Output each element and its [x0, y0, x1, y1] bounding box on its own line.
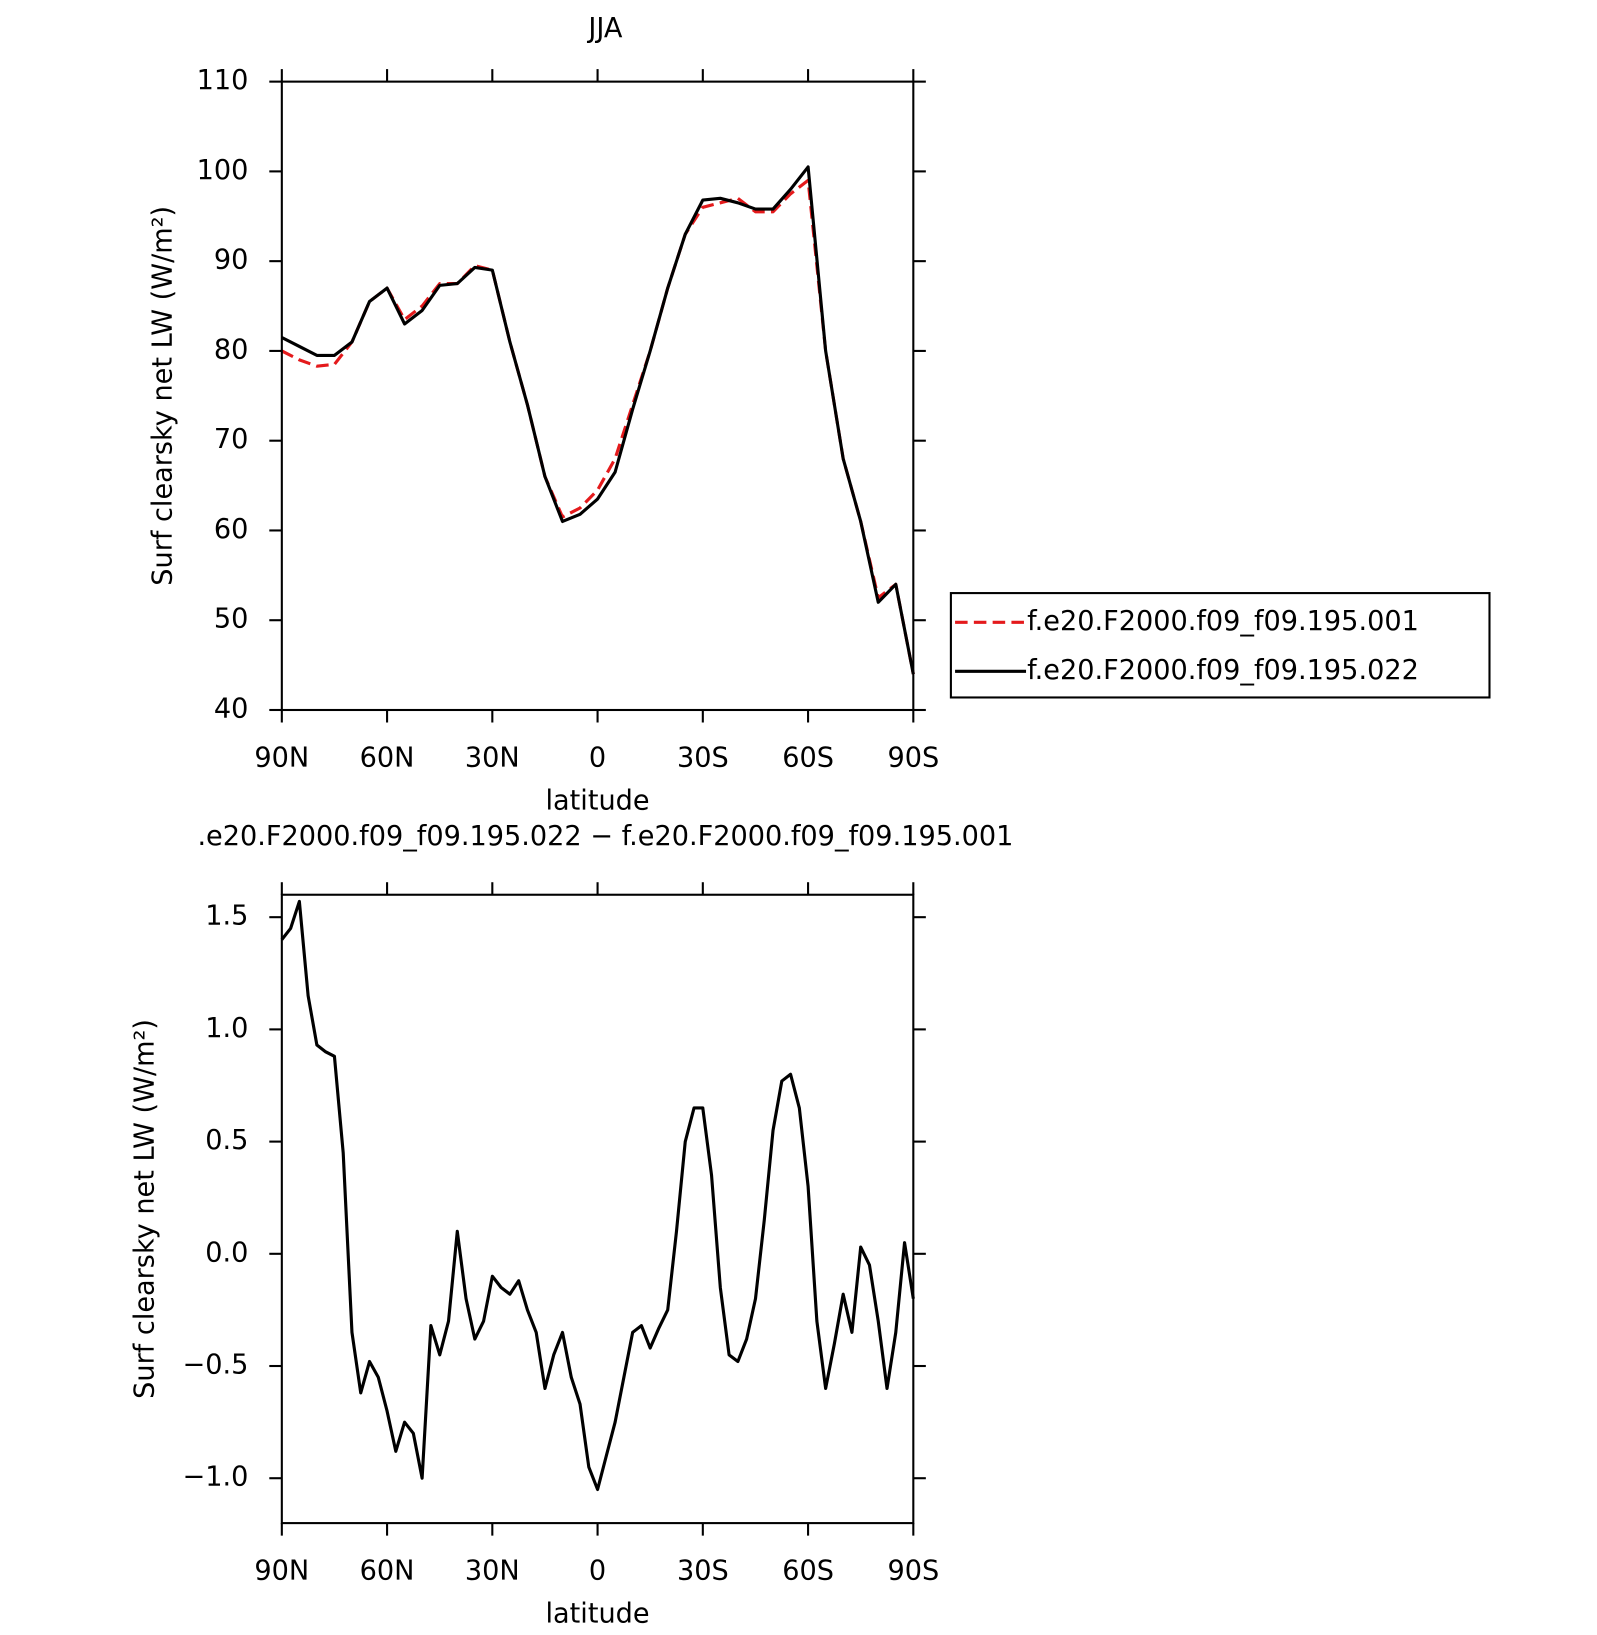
x-axis-label: latitude [546, 1598, 650, 1629]
x-tick-label: 30N [465, 1556, 520, 1587]
x-tick-label: 60N [360, 1556, 415, 1587]
x-tick-label: 90N [254, 1556, 309, 1587]
chart-title: .e20.F2000.f09_f09.195.022 − f.e20.F2000… [197, 821, 1013, 852]
data-line [280, 899, 915, 1492]
y-tick-label: 40 [214, 693, 249, 724]
chart-title: JJA [586, 13, 623, 44]
y-tick-label: 90 [214, 245, 249, 276]
x-tick-label: 60S [782, 1556, 834, 1587]
x-tick-label: 30S [677, 743, 729, 774]
x-tick-label: 90N [254, 743, 309, 774]
legend-label: f.e20.F2000.f09_f09.195.022 [1027, 655, 1419, 686]
x-tick-label: 60N [360, 743, 415, 774]
y-tick-label: 100 [197, 155, 249, 186]
data-line [281, 178, 915, 675]
plot-frame [280, 893, 915, 1525]
y-axis-label: Surf clearsky net LW (W/m²) [147, 206, 178, 586]
plot-frame [280, 80, 915, 712]
y-tick-label: 1.5 [205, 901, 248, 932]
legend-label: f.e20.F2000.f09_f09.195.001 [1027, 606, 1419, 637]
x-tick-label: 90S [887, 743, 939, 774]
y-axis-label: Surf clearsky net LW (W/m²) [130, 1019, 161, 1399]
x-tick-label: 30S [677, 1556, 729, 1587]
x-tick-label: 0 [589, 1556, 606, 1587]
y-tick-label: 110 [197, 65, 249, 96]
legend-box [949, 592, 1491, 699]
x-tick-label: 90S [887, 1556, 939, 1587]
data-line [281, 165, 915, 675]
y-tick-label: −0.5 [183, 1350, 249, 1381]
y-tick-label: 60 [214, 514, 249, 545]
x-tick-label: 60S [782, 743, 834, 774]
y-tick-label: 1.0 [205, 1013, 248, 1044]
x-tick-label: 30N [465, 743, 520, 774]
y-tick-label: 70 [214, 424, 249, 455]
y-tick-label: −1.0 [183, 1462, 249, 1493]
y-tick-label: 50 [214, 604, 249, 635]
x-tick-label: 0 [589, 743, 606, 774]
x-axis-label: latitude [546, 785, 650, 816]
y-tick-label: 0.0 [205, 1237, 248, 1268]
y-tick-label: 0.5 [205, 1125, 248, 1156]
y-tick-label: 80 [214, 334, 249, 365]
